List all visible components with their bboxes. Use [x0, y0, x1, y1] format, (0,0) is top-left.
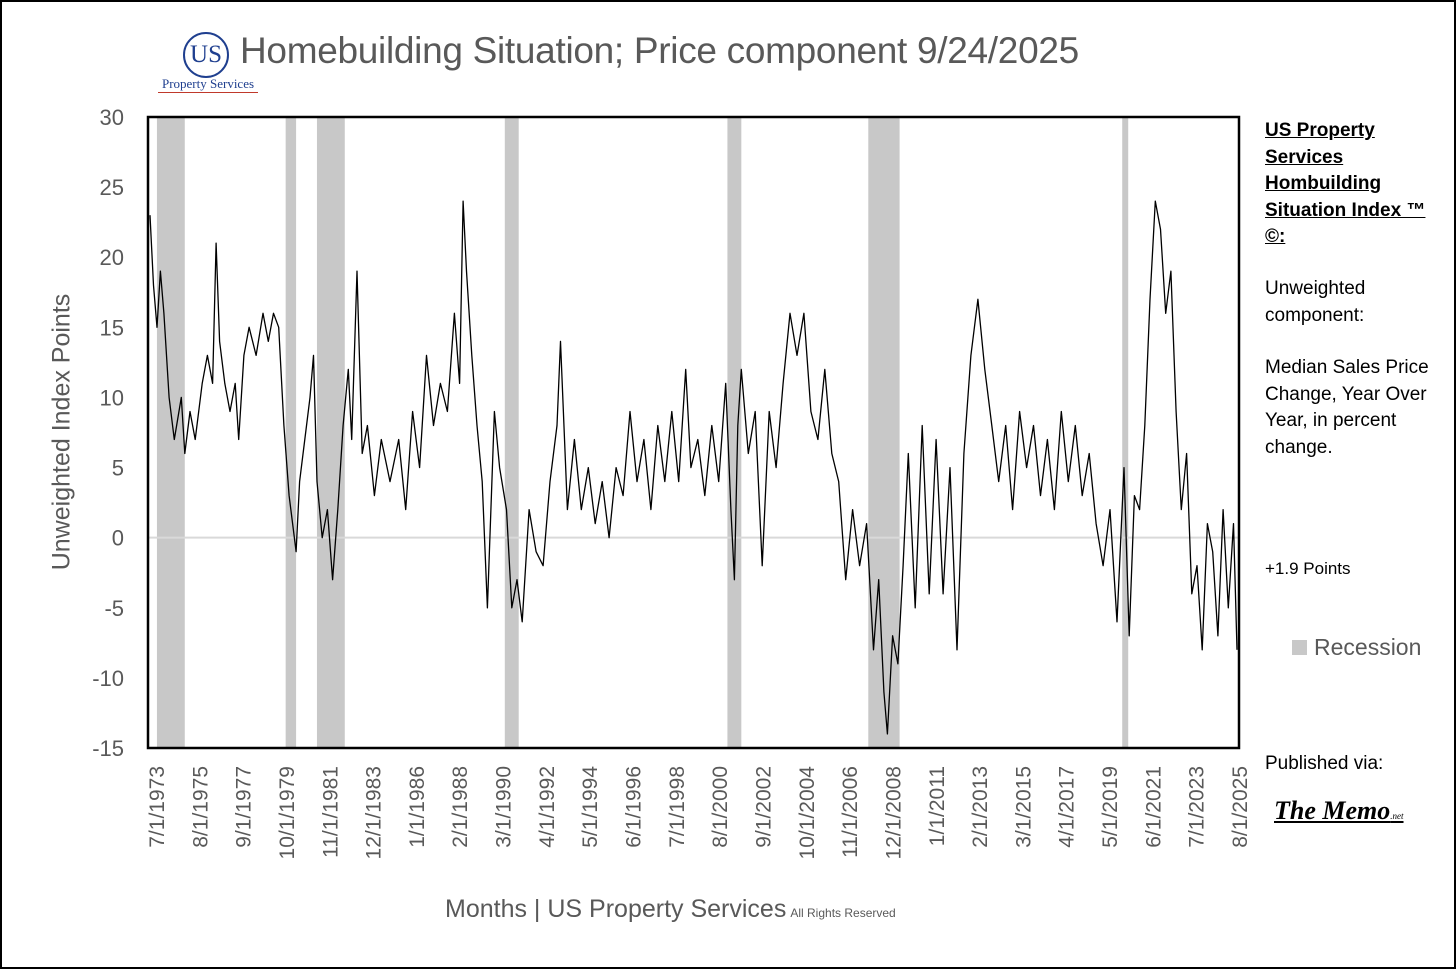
logo-circle: US — [183, 32, 229, 78]
recession-band — [727, 117, 742, 748]
x-tick-label: 5/1/1994 — [579, 766, 602, 848]
rights-reserved: All Rights Reserved — [790, 906, 896, 920]
x-tick-label: 3/1/1990 — [493, 766, 516, 848]
recession-band — [1122, 117, 1129, 748]
x-tick-label: 2/1/2013 — [969, 766, 992, 848]
legend-swatch-recession — [1292, 640, 1307, 655]
y-tick-label: 10 — [100, 385, 124, 410]
legend: Recession — [1292, 634, 1421, 661]
recession-bands — [156, 117, 1129, 748]
logo-text: Property Services — [161, 76, 255, 91]
x-tick-label: 12/1/1983 — [363, 766, 386, 859]
x-tick-label: 2/1/1988 — [449, 766, 472, 848]
x-tick-label: 5/1/2019 — [1099, 766, 1122, 848]
recession-band — [316, 117, 345, 748]
y-tick-label: -15 — [92, 736, 124, 761]
y-tick-label: 30 — [100, 105, 124, 130]
recession-band — [868, 117, 900, 748]
x-tick-label: 1/1/2011 — [926, 766, 949, 846]
y-tick-label: -5 — [104, 596, 124, 621]
publisher-logo: The Memo.net — [1274, 796, 1404, 826]
x-tick-label: 11/1/1981 — [319, 766, 342, 858]
sidebar: US Property Services Hombuilding Situati… — [1265, 118, 1450, 578]
x-tick-label: 6/1/2021 — [1142, 766, 1165, 848]
recession-band — [156, 117, 185, 748]
x-tick-label: 12/1/2008 — [882, 766, 905, 859]
series-line — [149, 200, 1238, 735]
x-tick-label: 8/1/1975 — [189, 766, 212, 848]
x-tick-label: 11/1/2006 — [839, 766, 862, 858]
publisher-suffix: .net — [1390, 811, 1404, 821]
x-tick-label: 10/1/2004 — [796, 766, 819, 860]
recession-band — [285, 117, 297, 748]
component-label: Unweighted component: — [1265, 278, 1366, 326]
y-tick-label: -10 — [92, 666, 124, 691]
y-tick-label: 15 — [100, 315, 124, 340]
x-axis-label-text: Months | US Property Services — [445, 895, 787, 923]
x-tick-label: 7/1/1998 — [666, 766, 689, 848]
us-property-services-logo: US Property Services — [156, 30, 260, 96]
recession-band — [504, 117, 519, 748]
x-tick-label: 4/1/2017 — [1056, 766, 1079, 848]
x-tick-label: 6/1/1996 — [623, 766, 646, 848]
x-axis-ticks: 7/1/1973 8/1/1975 9/1/1977 10/1/1979 11/1/19… — [146, 766, 1252, 860]
y-axis-label: Unweighted Index Points — [47, 293, 76, 571]
published-label: Published via: — [1265, 753, 1384, 774]
y-tick-label: 20 — [100, 245, 124, 270]
x-tick-label: 3/1/2015 — [1012, 766, 1035, 848]
publisher-name: The Memo — [1274, 796, 1391, 825]
x-tick-label: 10/1/1979 — [276, 766, 299, 859]
plot-border — [146, 115, 1241, 750]
index-heading: US Property Services Hombuilding Situati… — [1265, 120, 1426, 247]
x-axis-label: Months | US Property Services All Rights … — [445, 895, 896, 924]
y-tick-label: 0 — [112, 526, 124, 551]
x-tick-label: 9/1/1977 — [233, 766, 256, 848]
x-tick-label: 7/1/2023 — [1186, 766, 1209, 848]
legend-label-recession: Recession — [1314, 634, 1422, 660]
chart-title: Homebuilding Situation; Price component … — [240, 30, 1079, 71]
y-tick-label: 25 — [100, 175, 124, 200]
x-tick-label: 8/1/2000 — [709, 766, 732, 848]
logo-rule — [158, 92, 258, 93]
x-tick-label: 8/1/2025 — [1229, 766, 1252, 848]
y-axis-ticks: 30 25 20 15 10 5 0 -5 -10 -15 — [92, 105, 124, 761]
x-tick-label: 4/1/1992 — [536, 766, 559, 848]
x-tick-label: 1/1/1986 — [406, 766, 429, 848]
x-tick-label: 9/1/2002 — [753, 766, 776, 848]
y-tick-label: 5 — [112, 456, 124, 481]
latest-change: +1.9 Points — [1265, 559, 1351, 578]
component-description: Median Sales Price Change, Year Over Yea… — [1265, 357, 1429, 458]
x-tick-label: 7/1/1973 — [146, 766, 169, 848]
